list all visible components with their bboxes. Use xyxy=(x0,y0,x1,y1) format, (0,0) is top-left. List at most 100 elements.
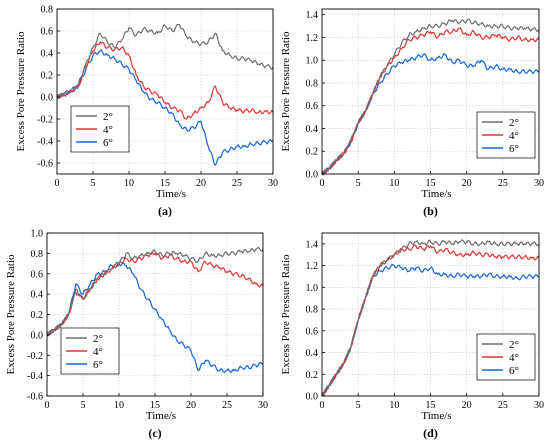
y-tick-label: 0.2 xyxy=(41,71,54,82)
chart-panel-3: 0 5 10 15 20 25 30 -0.6 -0.4 -0.2 0.0 0.2 0.4 0.6 0.8 1… xyxy=(5,229,268,441)
x-tick-label: 30 xyxy=(268,178,278,189)
chart-panel-2: 0 5 10 15 20 25 30 0.0 0.2 0.4 0.6 0.8 1.0 1.2 1.4 Time… xyxy=(280,8,544,218)
series-line-6deg xyxy=(56,49,274,166)
y-tick-label: 0.4 xyxy=(306,124,319,135)
x-tick-label: 5 xyxy=(356,400,361,411)
y-tick-label: 0.2 xyxy=(306,147,319,158)
chart-panel-4: 0 5 10 15 20 25 30 0.0 0.2 0.4 0.6 0.8 1.0 1.2 1.4 Time… xyxy=(280,232,544,440)
x-tick-label: 30 xyxy=(534,400,544,411)
y-axis-label: Excess Pore Pressure Ratio xyxy=(280,31,292,152)
x-tick-label: 20 xyxy=(462,400,472,411)
panel-label: (b) xyxy=(423,204,438,218)
x-tick-label: 0 xyxy=(320,178,325,189)
legend-label: 6° xyxy=(93,359,103,371)
legend-label: 6° xyxy=(103,137,113,149)
panel-label: (c) xyxy=(148,426,161,440)
x-tick-label: 5 xyxy=(356,178,361,189)
panel-label: (d) xyxy=(423,426,438,440)
x-tick-label: 15 xyxy=(160,178,170,189)
y-tick-label: -0.6 xyxy=(27,392,43,403)
y-tick-label: -0.6 xyxy=(37,159,53,170)
y-tick-label: 0.0 xyxy=(306,170,319,181)
legend: 2°4°6° xyxy=(476,333,536,381)
y-tick-label: -0.2 xyxy=(27,351,43,362)
series-line-6deg xyxy=(46,261,264,373)
y-axis-label: Excess Pore Pressure Ratio xyxy=(5,254,17,375)
x-tick-label: 25 xyxy=(498,400,508,411)
x-tick-label: 25 xyxy=(232,178,242,189)
x-axis-label: Time/s xyxy=(421,410,451,422)
x-tick-label: 15 xyxy=(150,400,160,411)
legend-label: 4° xyxy=(103,124,113,136)
y-tick-label: 0.4 xyxy=(41,49,54,60)
y-tick-label: 1.4 xyxy=(306,10,319,21)
legend: 2°4°6° xyxy=(70,105,130,153)
legend-label: 6° xyxy=(509,365,519,377)
series-line-4deg xyxy=(56,41,274,120)
panel-label: (a) xyxy=(158,204,172,218)
y-tick-label: 0.0 xyxy=(41,93,54,104)
y-axis-label: Excess Pore Pressure Ratio xyxy=(15,31,27,152)
x-axis-label: Time/s xyxy=(421,188,451,200)
x-tick-label: 25 xyxy=(222,400,232,411)
y-tick-label: 1.0 xyxy=(306,283,319,294)
y-tick-label: -0.4 xyxy=(37,137,53,148)
x-tick-label: 5 xyxy=(91,178,96,189)
x-tick-label: 15 xyxy=(426,178,436,189)
x-tick-label: 0 xyxy=(45,400,50,411)
legend-label: 4° xyxy=(509,130,519,142)
legend-label: 4° xyxy=(509,352,519,364)
y-tick-label: 0.6 xyxy=(31,269,44,280)
y-tick-label: 0.6 xyxy=(306,101,319,112)
legend-label: 2° xyxy=(509,339,519,351)
x-tick-label: 20 xyxy=(462,178,472,189)
x-tick-label: 0 xyxy=(55,178,60,189)
x-axis-label: Time/s xyxy=(156,188,186,200)
y-tick-label: -0.2 xyxy=(37,115,53,126)
x-tick-label: 25 xyxy=(498,178,508,189)
legend-label: 2° xyxy=(93,333,103,345)
x-tick-label: 10 xyxy=(389,178,399,189)
legend: 2°4°6° xyxy=(60,327,120,375)
y-tick-label: 0.2 xyxy=(31,310,44,321)
y-tick-label: 1.2 xyxy=(306,261,319,272)
legend-label: 4° xyxy=(93,346,103,358)
x-tick-label: 30 xyxy=(534,178,544,189)
series-line-2deg xyxy=(321,239,540,397)
x-tick-label: 30 xyxy=(258,400,268,411)
chart-panel-1: 0 5 10 15 20 25 30 -0.6 -0.4 -0.2 0.0 0.2 0.4 0.6 0.8 T… xyxy=(15,5,278,219)
y-tick-label: 0.0 xyxy=(306,392,319,403)
series-line-2deg xyxy=(46,246,264,336)
legend: 2°4°6° xyxy=(476,111,536,159)
y-tick-label: 0.2 xyxy=(306,370,319,381)
y-tick-label: 1.0 xyxy=(31,229,44,240)
series-line-2deg xyxy=(321,18,540,175)
legend-label: 6° xyxy=(509,143,519,155)
legend-label: 2° xyxy=(509,117,519,129)
series-line-2deg xyxy=(56,23,274,98)
x-tick-label: 10 xyxy=(124,178,134,189)
y-tick-label: 0.8 xyxy=(41,5,54,16)
y-tick-label: 0.6 xyxy=(306,326,319,337)
y-tick-label: 0.8 xyxy=(306,305,319,316)
y-tick-label: -0.4 xyxy=(27,371,43,382)
x-tick-label: 10 xyxy=(114,400,124,411)
x-tick-label: 20 xyxy=(186,400,196,411)
x-tick-label: 20 xyxy=(196,178,206,189)
y-tick-label: 0.4 xyxy=(31,290,44,301)
x-tick-label: 15 xyxy=(426,400,436,411)
y-tick-label: 0.6 xyxy=(41,27,54,38)
x-tick-label: 10 xyxy=(389,400,399,411)
y-tick-label: 0.8 xyxy=(306,78,319,89)
x-tick-label: 0 xyxy=(320,400,325,411)
y-tick-label: 0.8 xyxy=(31,249,44,260)
y-axis-label: Excess Pore Pressure Ratio xyxy=(280,254,292,375)
y-tick-label: 1.2 xyxy=(306,33,319,44)
x-tick-label: 5 xyxy=(81,400,86,411)
x-axis-label: Time/s xyxy=(146,410,176,422)
y-tick-label: 1.4 xyxy=(306,239,319,250)
y-tick-label: 0.0 xyxy=(31,330,44,341)
y-tick-label: 0.4 xyxy=(306,348,319,359)
legend-label: 2° xyxy=(103,111,113,123)
